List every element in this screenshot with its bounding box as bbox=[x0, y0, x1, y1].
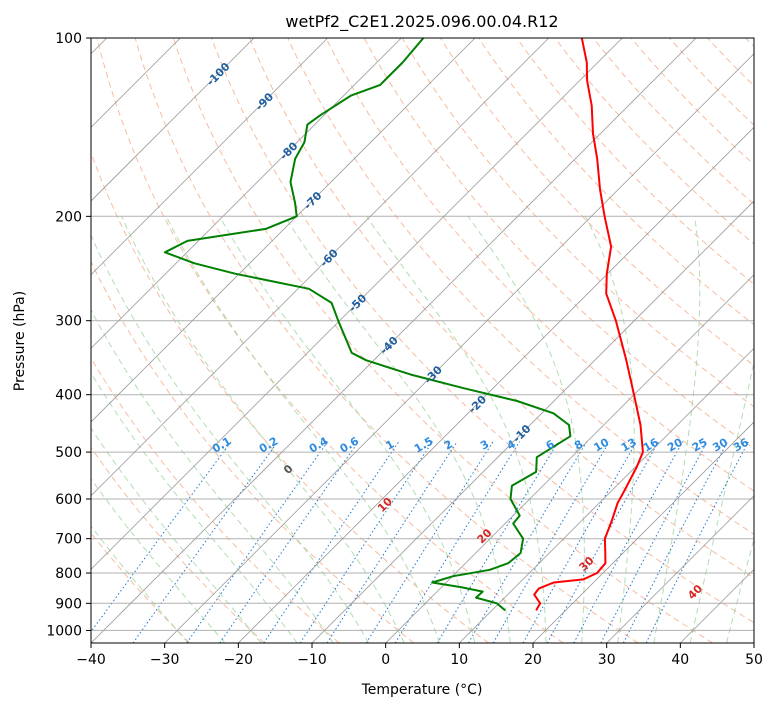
x-tick-label: −20 bbox=[224, 652, 254, 668]
dry-adiabat bbox=[592, 38, 754, 205]
y-tick-label: 500 bbox=[55, 445, 82, 461]
isotherm-gridline bbox=[91, 38, 255, 202]
mixing-ratio-line bbox=[468, 441, 588, 643]
plot-background bbox=[91, 38, 754, 643]
isotherm-gridline bbox=[753, 642, 754, 643]
isotherm-gridline bbox=[164, 53, 754, 643]
dry-adiabat bbox=[630, 38, 754, 166]
x-tick-label: −10 bbox=[297, 652, 327, 668]
dry-adiabat bbox=[91, 446, 265, 643]
moist-adiabat bbox=[365, 216, 547, 643]
dry-adiabat bbox=[91, 260, 415, 643]
isotherm-gridline bbox=[532, 421, 754, 643]
isotherm-gridline bbox=[91, 38, 402, 349]
mixing-ratio-line bbox=[436, 441, 559, 643]
chart-title: wetPf2_C2E1.2025.096.00.04.R12 bbox=[285, 12, 558, 32]
dry-adiabat bbox=[96, 38, 564, 643]
y-tick-label: 900 bbox=[55, 596, 82, 612]
mixing-ratio-line bbox=[573, 441, 684, 643]
isotherm-gridline bbox=[606, 495, 754, 643]
x-tick-label: 40 bbox=[671, 652, 689, 668]
x-tick-label: −30 bbox=[150, 652, 180, 668]
x-tick-label: 50 bbox=[745, 652, 763, 668]
x-tick-label: −40 bbox=[76, 652, 106, 668]
mixing-ratio-line bbox=[492, 441, 610, 643]
y-tick-label: 700 bbox=[55, 532, 82, 548]
axes: −40 −30 −20 −10 0 10 20 30 40 50 100 200 300 400 500 60… bbox=[46, 31, 763, 668]
moist-adiabat bbox=[165, 216, 440, 643]
plot-area bbox=[91, 38, 754, 643]
y-tick-label: 200 bbox=[55, 209, 82, 225]
mixing-ratio-line bbox=[299, 441, 433, 643]
dry-adiabat bbox=[516, 38, 754, 285]
isotherm-gridline bbox=[91, 38, 623, 570]
moist-adiabat bbox=[91, 309, 334, 643]
dry-adiabat bbox=[134, 38, 639, 643]
profile-series bbox=[163, 38, 644, 612]
isotherm-gridline bbox=[91, 38, 697, 643]
plot-frame bbox=[90, 37, 755, 644]
dry-adiabat bbox=[211, 38, 754, 624]
dry-adiabat bbox=[478, 38, 754, 326]
dewpoint-line bbox=[163, 38, 572, 612]
y-axis-label: Pressure (hPa) bbox=[12, 291, 28, 391]
moist-adiabat bbox=[584, 216, 635, 643]
isotherm-gridline bbox=[385, 274, 754, 643]
mixing-ratio-line bbox=[645, 441, 749, 643]
isotherm-gridline bbox=[91, 38, 328, 276]
y-tick-label: 600 bbox=[55, 492, 82, 508]
background-lines bbox=[91, 38, 754, 643]
dry-adiabat bbox=[401, 38, 754, 408]
x-axis-label: Temperature (°C) bbox=[361, 682, 483, 698]
isotherm-gridline bbox=[459, 347, 754, 643]
dry-adiabat bbox=[172, 38, 713, 643]
moist-adiabat bbox=[467, 216, 585, 643]
moist-adiabat bbox=[121, 216, 405, 643]
moist-adiabat bbox=[91, 233, 370, 643]
isotherm-gridline bbox=[91, 38, 476, 423]
mixing-ratio-line bbox=[132, 441, 279, 643]
mixing-ratio-line bbox=[546, 441, 660, 643]
mixing-ratio-line bbox=[522, 441, 638, 643]
moist-adiabat bbox=[91, 427, 262, 643]
isotherm-gridline bbox=[238, 126, 754, 643]
dry-adiabat bbox=[249, 38, 754, 579]
y-tick-label: 300 bbox=[55, 314, 82, 330]
mixing-ratio-line bbox=[91, 441, 232, 633]
isotherm-gridline bbox=[91, 38, 549, 497]
temperature-line bbox=[533, 38, 644, 611]
dry-adiabat bbox=[325, 38, 754, 492]
moist-adiabat bbox=[219, 216, 476, 643]
mixing-ratio-line bbox=[263, 441, 400, 643]
isotherm-gridline bbox=[311, 200, 754, 643]
y-tick-label: 1000 bbox=[46, 623, 82, 639]
mixing-ratio-line bbox=[186, 441, 329, 643]
x-tick-label: 30 bbox=[598, 652, 616, 668]
x-tick-label: 0 bbox=[381, 652, 390, 668]
moist-adiabat bbox=[91, 477, 226, 643]
x-tick-label: 10 bbox=[450, 652, 468, 668]
moist-adiabat bbox=[284, 216, 511, 643]
moist-adiabat bbox=[91, 371, 298, 643]
y-tick-label: 400 bbox=[55, 388, 82, 404]
x-tick-label: 20 bbox=[524, 652, 542, 668]
mixing-ratio-line bbox=[326, 441, 458, 643]
y-tick-label: 100 bbox=[55, 31, 82, 47]
moist-adiabat bbox=[653, 216, 701, 643]
mixing-ratio-line bbox=[365, 441, 494, 643]
y-tick-label: 800 bbox=[55, 566, 82, 582]
